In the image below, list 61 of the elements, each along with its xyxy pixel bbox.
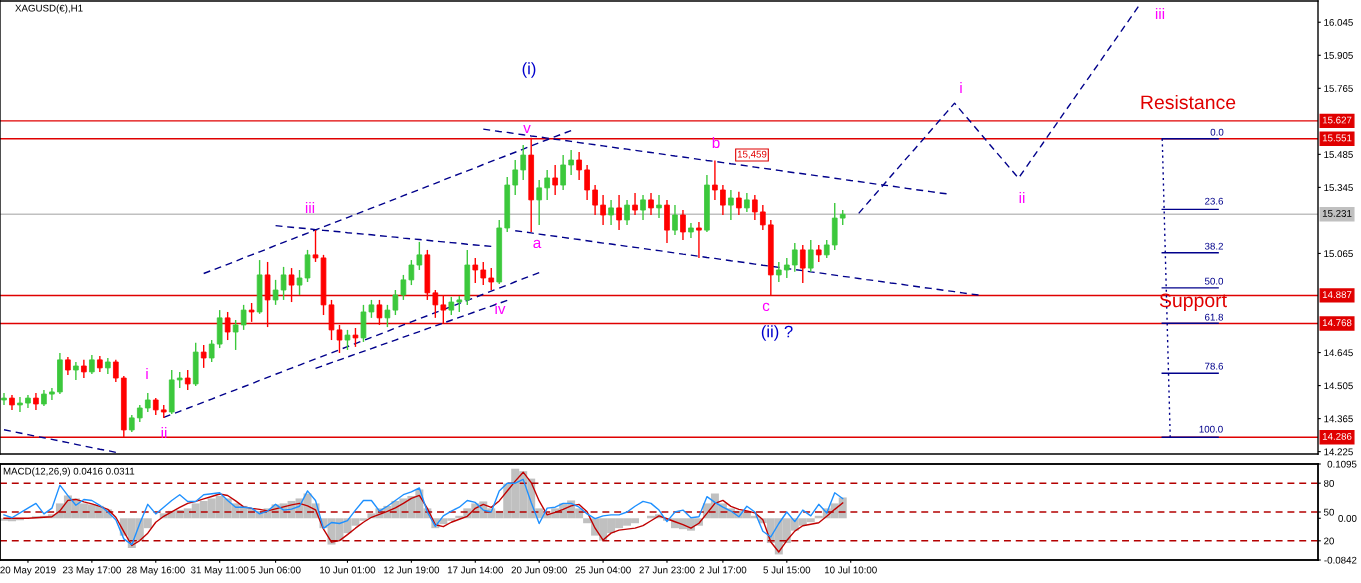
- annotation: 50.0: [1204, 277, 1224, 285]
- y-tick-label: 14.505: [1324, 382, 1353, 390]
- y-tick-label: 15.905: [1324, 52, 1353, 59]
- annotation: v: [523, 124, 531, 133]
- x-tick-label: 20 May 2019: [0, 566, 56, 576]
- ref-line-label: 14.887: [1322, 291, 1352, 299]
- x-tick-label: 5 Jun 06:00: [250, 566, 301, 574]
- annotation: iii: [1155, 7, 1165, 19]
- ref-line-label: 15.551: [1322, 134, 1352, 142]
- annotation: iii: [305, 201, 315, 213]
- y-tick-label: 15.345: [1324, 184, 1353, 192]
- y-tick-label: 0.00: [1338, 515, 1357, 522]
- y-tick-label: 15.065: [1324, 250, 1353, 258]
- y2-tick-label: 50: [1323, 508, 1334, 516]
- x-tick-label: 25 Jun 04:00: [575, 566, 631, 574]
- annotation: ii: [1019, 191, 1025, 203]
- annotation: 23.6: [1205, 197, 1224, 205]
- x-tick-label: 5 Jul 15:00: [763, 566, 811, 574]
- annotation: 38.2: [1204, 242, 1223, 250]
- annotation: a: [533, 239, 542, 249]
- x-tick-label: 27 Jun 23:00: [639, 566, 695, 574]
- x-tick-label: 20 Jun 09:00: [511, 566, 567, 574]
- y2-tick-label: 80: [1323, 479, 1334, 487]
- annotation: i: [146, 367, 148, 379]
- annotation: (i): [522, 62, 536, 78]
- chart-title: XAGUSD(€),H1: [15, 4, 83, 14]
- annotation: iv: [495, 302, 506, 314]
- ref-line-label: 14.286: [1322, 432, 1352, 440]
- annotation: c: [762, 302, 770, 312]
- y-tick-label: 16.045: [1324, 18, 1353, 26]
- ref-line-label: 14.768: [1322, 319, 1352, 327]
- annotation: 61.8: [1205, 313, 1224, 321]
- annotation: i: [960, 81, 962, 93]
- y-tick-label: 0.1095: [1327, 460, 1357, 468]
- annotation: Resistance: [1141, 94, 1236, 110]
- annotation: (ii) ?: [761, 325, 793, 341]
- x-tick-label: 10 Jul 10:00: [824, 566, 877, 574]
- x-tick-label: 12 Jun 19:00: [384, 566, 440, 574]
- annotation: 0.0: [1210, 128, 1224, 136]
- x-tick-label: 2 Jul 17:00: [699, 566, 747, 574]
- x-tick-label: 28 May 16:00: [126, 566, 185, 576]
- annotation: 15,459: [737, 150, 767, 159]
- y-tick-label: 14.645: [1324, 349, 1353, 357]
- ref-line-label: 15.627: [1322, 116, 1352, 124]
- x-tick-label: 23 May 17:00: [62, 566, 121, 576]
- ref-line-label: 15.231: [1322, 210, 1352, 217]
- y2-tick-label: 20: [1324, 537, 1334, 545]
- y-tick-label: 15.765: [1324, 85, 1353, 92]
- x-tick-label: 17 Jun 14:00: [447, 566, 504, 574]
- annotation: ii: [161, 426, 167, 438]
- annotation: b: [712, 136, 720, 149]
- y-tick-label: -0.0842: [1324, 556, 1357, 564]
- annotation: 78.6: [1205, 362, 1224, 370]
- y-tick-label: 14.365: [1324, 415, 1353, 423]
- annotation: Support: [1159, 293, 1227, 312]
- x-tick-label: 31 May 11:00: [190, 566, 249, 576]
- x-tick-label: 10 Jun 01:00: [320, 566, 376, 574]
- y-tick-label: 14.225: [1324, 448, 1353, 456]
- y-tick-label: 15.485: [1324, 151, 1353, 158]
- annotation: 100.0: [1199, 425, 1223, 433]
- chart-title: MACD(12,26,9) 0.0416 0.0311: [3, 467, 135, 477]
